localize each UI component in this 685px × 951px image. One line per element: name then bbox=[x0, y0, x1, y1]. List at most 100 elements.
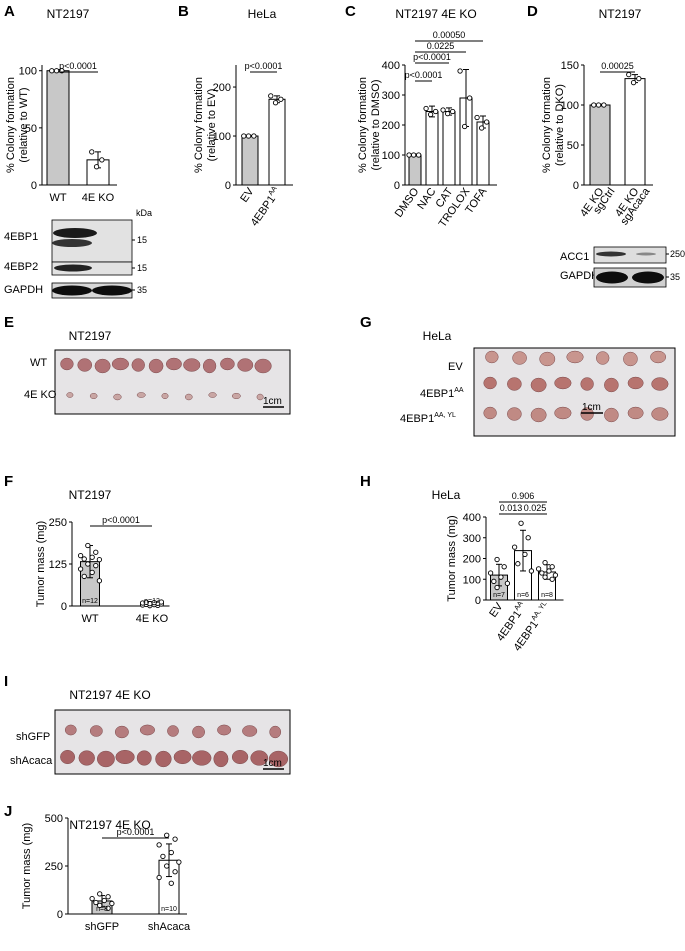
photo-I-tumors-tumor-1-9 bbox=[231, 749, 249, 765]
panel-letter-g: G bbox=[360, 314, 372, 331]
photo-g-row-1-label: EV bbox=[448, 361, 463, 373]
photo-E-tumors-tumor-0-11 bbox=[254, 358, 272, 374]
chart-c-point-2-2 bbox=[440, 107, 446, 113]
chart-d-ytick-label-3: 150 bbox=[561, 60, 579, 72]
chart-d-point-1-2 bbox=[626, 71, 632, 78]
chart-h-point-1-3 bbox=[522, 551, 528, 557]
photo-E-tumors-tumor-0-2 bbox=[94, 358, 111, 374]
chart-f-point-0-6 bbox=[85, 561, 91, 567]
chart-b-point-0-1 bbox=[251, 133, 257, 139]
photo-g-row-2-sup: AA bbox=[454, 387, 464, 394]
chart-d-bar-0 bbox=[589, 104, 611, 186]
chart-f-point-0-11 bbox=[96, 578, 103, 584]
chart-h-point-0-5 bbox=[504, 580, 511, 587]
chart-h-ytick-label-0: 0 bbox=[475, 595, 481, 607]
photo-E-tumors-tumor-0-4 bbox=[131, 358, 145, 372]
tumor-photo-e: WT 4E KO 1cm bbox=[24, 349, 291, 415]
blot-a-band-4ebp1-wt bbox=[53, 228, 97, 238]
chart-j-point-0-6 bbox=[97, 902, 103, 909]
blot-a-band-gapdh-wt bbox=[52, 285, 92, 296]
photo-E-tumors-tumor-1-8 bbox=[256, 393, 264, 401]
chart-a-point-1-2 bbox=[89, 149, 95, 155]
photo-I-tumors-tumor-1-4 bbox=[136, 750, 152, 766]
chart-c-point-3-1 bbox=[466, 95, 473, 101]
chart-a-sig-label-0: p<0.0001 bbox=[59, 61, 97, 71]
chart-c-point-0-1 bbox=[415, 152, 422, 158]
photo-G-tumors-tumor-1-7 bbox=[651, 377, 669, 391]
photo-I-tumors-tumor-1-1 bbox=[78, 750, 95, 766]
blot-a-kda-1: 15 bbox=[137, 235, 147, 245]
blot-d-band-gapdh-acaca bbox=[632, 271, 664, 284]
blot-d-band-acc1-ctrl bbox=[596, 251, 626, 257]
chart-j-point-0-2 bbox=[89, 895, 95, 902]
photo-I-tumors-tumor-0-8 bbox=[269, 725, 282, 739]
chart-a-bar-0 bbox=[46, 70, 70, 186]
chart-h-ytick-label-2: 200 bbox=[463, 554, 481, 566]
chart-c-sig-label-1: p<0.0001 bbox=[413, 52, 451, 62]
title-d: NT2197 bbox=[599, 7, 642, 21]
photo-I-tumors-tumor-1-3 bbox=[115, 749, 135, 765]
blot-d-kda-1: 250 bbox=[670, 249, 685, 259]
panel-titles: NT2197 HeLa NT2197 4E KO NT2197 NT2197 N… bbox=[47, 7, 642, 832]
chart-h-sig-label-1: 0.025 bbox=[524, 503, 547, 513]
chart-j-sig-label-0: p<0.0001 bbox=[117, 827, 155, 837]
photo-G-tumors-tumor-0-2 bbox=[539, 351, 556, 367]
chart-j-point-1-2 bbox=[156, 842, 162, 848]
chart-b-ytick-label-1: 100 bbox=[213, 131, 231, 143]
chart-j-point-0-3 bbox=[101, 897, 107, 904]
chart-j-ytick-label-1: 250 bbox=[45, 861, 63, 873]
chart-c-ytick-label-0: 0 bbox=[394, 180, 400, 192]
chart-h-point-2-5 bbox=[552, 572, 559, 578]
chart-h-ytick-label-1: 100 bbox=[463, 574, 481, 586]
chart-b-bar-0 bbox=[241, 135, 259, 186]
title-a: NT2197 bbox=[47, 7, 90, 21]
chart-b-point-1-2 bbox=[268, 93, 274, 99]
chart-c-point-4-2 bbox=[474, 114, 480, 121]
chart-d-point-0-1 bbox=[601, 102, 607, 108]
chart-h-point-0-6 bbox=[494, 584, 500, 591]
chart-b-bar-1 bbox=[268, 98, 286, 186]
blot-d-row-1-label: ACC1 bbox=[560, 251, 589, 263]
chart-c-point-0-2 bbox=[406, 152, 412, 158]
chart-h-point-2-2 bbox=[535, 566, 542, 572]
chart-d-point-0-2 bbox=[591, 102, 597, 108]
chart-h-point-0-0 bbox=[494, 556, 500, 563]
chart-f-point-0-1 bbox=[93, 549, 99, 555]
chart-h-ytick-label-4: 400 bbox=[463, 512, 481, 524]
chart-h-category-sup-2: AA, YL bbox=[530, 600, 548, 622]
chart-f-point-0-8 bbox=[77, 566, 84, 572]
blot-a-band-gapdh-ko bbox=[92, 285, 132, 296]
chart-j-point-1-6 bbox=[164, 863, 170, 869]
chart-b-point-1-0 bbox=[272, 100, 279, 106]
chart-j-point-0-0 bbox=[97, 891, 103, 897]
photo-i-row-2-label: shAcaca bbox=[10, 755, 53, 767]
chart-c-bar-2 bbox=[442, 111, 456, 186]
photo-G-tumors-tumor-1-6 bbox=[627, 376, 644, 390]
chart-j-ylabel-line-0: Tumor mass (mg) bbox=[21, 823, 33, 909]
chart-h-point-1-1 bbox=[525, 535, 531, 541]
chart-c-bar-1 bbox=[425, 111, 439, 186]
chart-j-point-1-5 bbox=[176, 859, 182, 865]
chart-f-point-0-10 bbox=[81, 573, 87, 580]
chart-c-point-0-0 bbox=[410, 152, 417, 158]
blot-a-kda-label: kDa bbox=[136, 208, 152, 218]
chart-a-ytick-label-1: 50 bbox=[25, 123, 37, 135]
chart-h-point-1-4 bbox=[515, 561, 521, 567]
chart-b-ytick-label-2: 200 bbox=[213, 82, 231, 94]
photo-e-tumors bbox=[60, 357, 272, 401]
panel-letter-j: J bbox=[4, 803, 12, 820]
photo-E-tumors-tumor-1-7 bbox=[231, 392, 241, 400]
chart-b-category-label-0: EV bbox=[238, 185, 257, 204]
title-f: NT2197 bbox=[69, 488, 112, 502]
photo-E-tumors-tumor-0-8 bbox=[202, 358, 217, 374]
photo-I-tumors-tumor-1-7 bbox=[192, 750, 212, 766]
chart-j-point-0-4 bbox=[93, 899, 99, 906]
chart-a-point-1-1 bbox=[99, 157, 105, 163]
chart-j-point-1-0 bbox=[164, 832, 170, 838]
chart-d-ytick-label-2: 100 bbox=[561, 100, 579, 112]
chart-c-ytick-label-1: 100 bbox=[382, 150, 400, 162]
photo-g-row-3-label: 4EBP1AA, YL bbox=[400, 412, 456, 425]
chart-c-ytick-label-3: 300 bbox=[382, 90, 400, 102]
photo-e-row-1-label: WT bbox=[30, 357, 47, 369]
